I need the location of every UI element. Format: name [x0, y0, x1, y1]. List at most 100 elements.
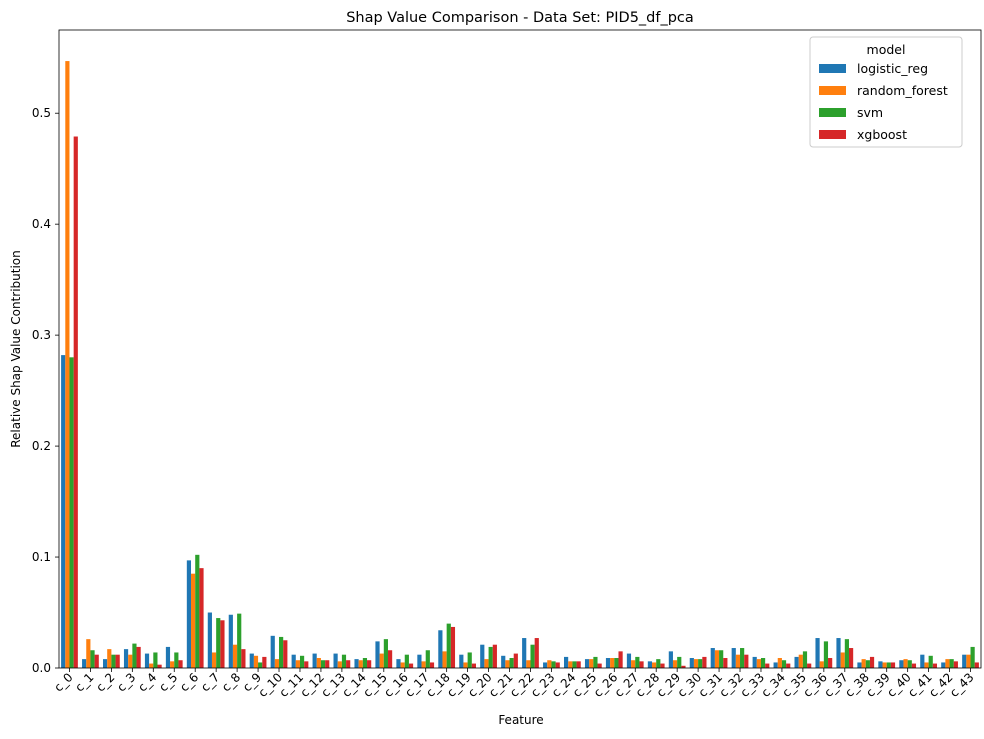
x-tick-label: c_43 [947, 670, 977, 700]
bar-logistic_reg-c_15 [375, 641, 380, 668]
bar-logistic_reg-c_2 [103, 659, 108, 668]
bar-random_forest-c_20 [484, 659, 489, 668]
bar-svm-c_11 [299, 655, 305, 668]
bar-random_forest-c_35 [798, 654, 803, 668]
bar-random_forest-c_28 [652, 662, 657, 668]
x-tick-label: c_8 [219, 670, 243, 694]
bar-svm-c_35 [802, 651, 808, 668]
bar-xgboost-c_32 [744, 654, 749, 668]
bar-svm-c_24 [572, 661, 577, 668]
bar-svm-c_31 [719, 650, 724, 668]
bar-xgboost-c_8 [241, 649, 246, 668]
bar-random_forest-c_18 [442, 651, 447, 668]
bar-random_forest-c_21 [505, 660, 510, 668]
legend-title: model [867, 42, 906, 57]
bar-xgboost-c_9 [262, 656, 267, 668]
bar-svm-c_15 [383, 639, 388, 668]
bar-xgboost-c_25 [597, 663, 602, 668]
legend-swatch-random_forest [819, 86, 846, 95]
bar-random_forest-c_25 [589, 659, 594, 668]
bar-svm-c_38 [865, 660, 870, 668]
bar-random_forest-c_36 [819, 661, 824, 668]
bar-random_forest-c_39 [882, 662, 887, 668]
bar-logistic_reg-c_0 [61, 355, 66, 668]
bar-logistic_reg-c_40 [899, 660, 904, 668]
y-tick-label: 0.3 [32, 328, 51, 342]
bar-xgboost-c_27 [639, 661, 644, 668]
bar-random_forest-c_9 [253, 655, 259, 668]
bar-logistic_reg-c_12 [312, 653, 317, 668]
bar-logistic_reg-c_37 [836, 638, 841, 668]
bar-xgboost-c_6 [199, 568, 204, 668]
bar-svm-c_19 [467, 652, 472, 668]
bar-xgboost-c_38 [869, 656, 875, 668]
bar-random_forest-c_3 [128, 654, 133, 668]
bar-logistic_reg-c_17 [417, 654, 422, 668]
y-axis-label: Relative Shap Value Contribution [9, 250, 23, 448]
bar-random_forest-c_29 [672, 660, 678, 668]
legend-swatch-logistic_reg [819, 64, 846, 73]
bar-xgboost-c_33 [765, 663, 770, 668]
bar-logistic_reg-c_14 [354, 659, 359, 668]
bar-random_forest-c_10 [274, 659, 280, 668]
bar-logistic_reg-c_8 [228, 614, 233, 668]
bar-logistic_reg-c_39 [878, 661, 883, 668]
bar-random_forest-c_19 [463, 662, 468, 668]
bar-random_forest-c_0 [65, 61, 70, 669]
bar-svm-c_18 [446, 623, 451, 668]
bar-random_forest-c_5 [170, 661, 175, 668]
legend-swatch-svm [819, 108, 846, 117]
bar-xgboost-c_28 [660, 663, 665, 668]
bar-random_forest-c_6 [191, 573, 196, 668]
bar-random_forest-c_34 [777, 658, 782, 668]
bar-logistic_reg-c_25 [584, 659, 590, 668]
bar-logistic_reg-c_20 [480, 644, 485, 668]
bar-svm-c_42 [949, 659, 954, 668]
bar-logistic_reg-c_6 [186, 560, 192, 668]
x-tick-label: c_4 [135, 670, 159, 694]
bar-svm-c_4 [153, 652, 158, 668]
bar-svm-c_30 [698, 659, 703, 668]
bar-svm-c_3 [132, 643, 137, 668]
bar-xgboost-c_13 [346, 660, 351, 668]
bar-logistic_reg-c_4 [144, 653, 150, 668]
bar-xgboost-c_11 [304, 661, 309, 668]
bar-xgboost-c_30 [702, 656, 707, 668]
bar-logistic_reg-c_9 [249, 653, 254, 668]
y-tick-label: 0.1 [32, 550, 51, 564]
bar-random_forest-c_13 [337, 661, 342, 668]
x-tick-label: c_3 [114, 670, 138, 694]
bar-svm-c_0 [69, 357, 74, 668]
bar-xgboost-c_31 [723, 658, 728, 668]
bar-svm-c_33 [760, 658, 766, 668]
bar-logistic_reg-c_29 [668, 651, 673, 668]
bar-logistic_reg-c_24 [564, 656, 569, 668]
bar-logistic_reg-c_30 [689, 658, 694, 668]
x-tick-label: c_5 [156, 670, 180, 694]
bar-xgboost-c_14 [367, 660, 372, 668]
x-axis: c_0c_1c_2c_3c_4c_5c_6c_7c_8c_9c_10c_11c_… [51, 668, 977, 700]
bar-logistic_reg-c_7 [207, 612, 212, 668]
x-tick-label: c_2 [93, 670, 117, 694]
bar-logistic_reg-c_23 [543, 662, 548, 668]
bar-xgboost-c_7 [220, 620, 225, 668]
x-tick-label: c_6 [177, 670, 201, 694]
y-tick-label: 0.0 [32, 661, 51, 675]
bar-random_forest-c_43 [966, 654, 971, 668]
bar-svm-c_12 [320, 660, 326, 668]
y-tick-label: 0.2 [32, 439, 51, 453]
bar-xgboost-c_43 [974, 662, 979, 668]
bar-svm-c_1 [90, 650, 95, 668]
bar-random_forest-c_31 [714, 650, 720, 668]
bar-random_forest-c_32 [735, 654, 741, 668]
bar-random_forest-c_7 [211, 652, 217, 668]
bar-xgboost-c_26 [618, 651, 623, 668]
bar-xgboost-c_37 [848, 648, 854, 668]
bar-svm-c_5 [174, 652, 179, 668]
bar-xgboost-c_4 [157, 664, 162, 668]
bar-logistic_reg-c_5 [165, 646, 171, 668]
series-svm [69, 357, 975, 668]
bar-svm-c_36 [823, 641, 829, 668]
bar-random_forest-c_27 [631, 660, 636, 668]
bar-svm-c_8 [237, 613, 242, 668]
